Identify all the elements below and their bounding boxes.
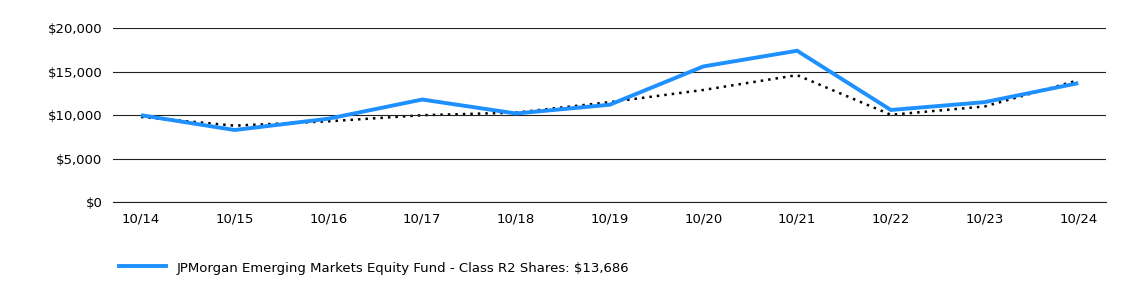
Legend: JPMorgan Emerging Markets Equity Fund - Class R2 Shares: $13,686, MSCI Emerging : JPMorgan Emerging Markets Equity Fund - … xyxy=(120,261,629,281)
